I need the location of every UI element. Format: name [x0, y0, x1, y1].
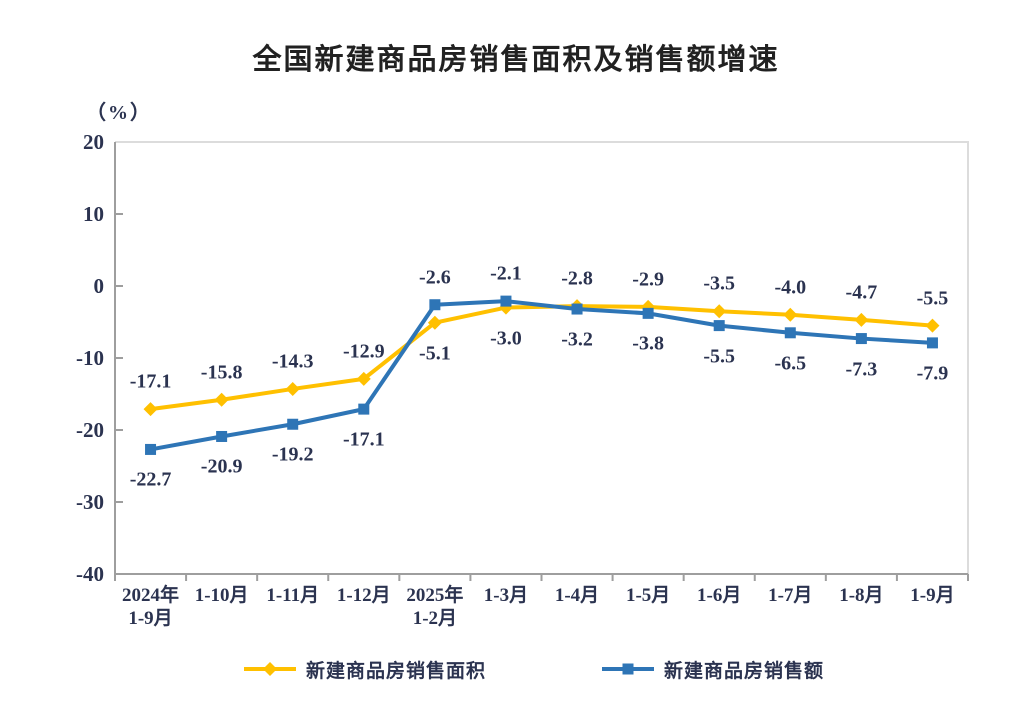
data-point-marker [854, 312, 869, 327]
data-point-marker [427, 315, 442, 330]
x-axis-tick-label: 1-5月 [625, 585, 671, 606]
data-label: -14.3 [271, 350, 314, 373]
y-axis-tick-label: 20 [83, 130, 104, 154]
data-label: -4.7 [845, 281, 878, 304]
series-line-sales-amount [148, 299, 935, 452]
data-point-marker [642, 307, 654, 319]
data-point-marker [145, 443, 157, 455]
plot-border [115, 141, 969, 574]
x-axis-tick-label: 1-3月 [483, 585, 529, 606]
x-axis-tick-label: 1-7月 [768, 585, 813, 606]
x-axis-tick-label: 1-12月 [336, 585, 391, 606]
data-label: -3.5 [703, 272, 736, 295]
chart-title: 全国新建商品房销售面积及销售额增速 [252, 44, 780, 76]
data-label: -5.1 [419, 342, 451, 365]
data-label: -17.1 [342, 428, 385, 451]
axis-lines [114, 142, 968, 575]
y-axis-tick-label: -10 [76, 346, 104, 370]
data-point-marker [925, 318, 940, 333]
data-point-marker [855, 333, 867, 345]
y-axis-tick-label: -30 [76, 490, 104, 514]
data-label: -3.2 [561, 328, 593, 351]
x-axis-tick-label: 2025年 1-2月 [406, 585, 464, 629]
y-axis-tick-label: 10 [83, 202, 104, 226]
data-point-marker [783, 307, 798, 322]
data-point-marker [926, 337, 938, 349]
data-label: -3.0 [490, 327, 522, 350]
y-axis-tick-label: 0 [93, 274, 105, 298]
data-point-marker [285, 381, 300, 396]
data-point-marker [358, 403, 370, 415]
series-line-sales-area [148, 304, 935, 412]
data-label: -2.1 [490, 262, 522, 285]
data-label: -2.6 [419, 266, 451, 289]
x-axis-tick-label: 1-4月 [554, 585, 600, 606]
x-axis-tick-label: 1-6月 [697, 585, 742, 606]
data-point-marker [784, 327, 796, 339]
x-axis-tick-label: 1-8月 [839, 585, 884, 606]
data-label: -5.5 [703, 345, 736, 368]
data-label: -19.2 [271, 443, 314, 466]
legend-entry-sales-amount: 新建商品房销售额 [601, 656, 824, 682]
data-point-marker [143, 402, 158, 417]
legend-entry-sales-area: 新建商品房销售面积 [243, 656, 486, 682]
legend-label-sales-area: 新建商品房销售面积 [306, 660, 487, 682]
data-point-marker [500, 295, 512, 307]
data-point-marker [216, 430, 228, 442]
x-axis-tick-label: 1-11月 [266, 585, 320, 606]
data-label: -15.8 [200, 361, 243, 384]
x-axis-tick-label: 2024年 1-9月 [122, 585, 180, 629]
data-point-marker [713, 320, 725, 332]
data-label: -17.1 [129, 370, 172, 393]
chart-legend: 新建商品房销售面积 新建商品房销售额 [0, 656, 1032, 682]
data-point-marker [712, 304, 727, 319]
data-label: -7.9 [916, 362, 949, 385]
data-point-marker [356, 371, 371, 386]
data-label: -12.9 [342, 340, 385, 363]
data-label: -22.7 [129, 468, 172, 491]
data-label: -2.9 [632, 268, 664, 291]
x-axis-tick-label: 1-9月 [910, 585, 955, 606]
data-label: -6.5 [774, 352, 807, 375]
y-axis-tick-label: -20 [76, 418, 104, 442]
y-axis-tick-label: -40 [76, 562, 104, 586]
data-point-marker [571, 303, 583, 315]
y-axis-unit-label: （%） [86, 102, 152, 124]
data-point-marker [429, 299, 441, 311]
data-point-marker [214, 392, 229, 407]
data-label: -2.8 [561, 267, 593, 290]
data-label: -3.8 [632, 332, 664, 355]
data-label: -7.3 [845, 358, 878, 381]
legend-label-sales-amount: 新建商品房销售额 [664, 660, 825, 682]
data-label: -4.0 [774, 276, 807, 299]
legend-marker-sales-amount-icon [602, 663, 654, 675]
data-label: -5.5 [916, 287, 949, 310]
data-label: -20.9 [200, 455, 243, 478]
x-axis-tick-label: 1-10月 [194, 585, 249, 606]
legend-marker-sales-area-icon [244, 662, 296, 676]
data-point-marker [287, 418, 299, 430]
